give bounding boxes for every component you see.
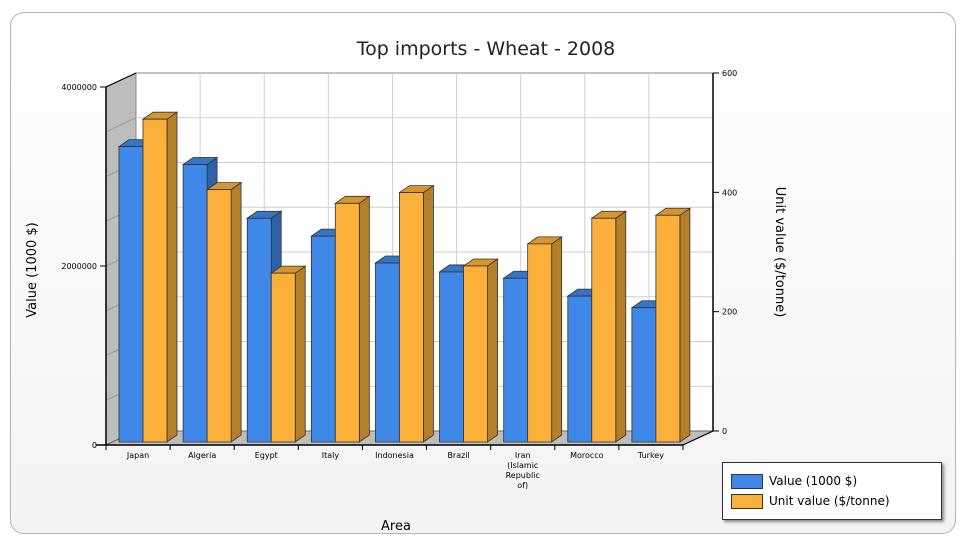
bar-front-face — [655, 214, 681, 443]
y-axis-title-right: Unit value ($/tonne) — [772, 187, 787, 318]
x-tick-label: Indonesia — [375, 451, 414, 460]
gridline-wall — [105, 117, 137, 133]
x-tick-label-line: Italy — [322, 451, 340, 460]
bar-front-face — [246, 217, 272, 443]
x-tick-label: Japan — [126, 451, 149, 460]
bar-side-face — [230, 181, 242, 443]
bar-front-face — [439, 271, 464, 443]
bar-side-face — [487, 258, 498, 443]
x-tick-label-line: Japan — [126, 451, 149, 460]
y-axis-left-top-edge — [105, 72, 137, 88]
x-tick-label: Egypt — [255, 451, 278, 460]
bar-side-face — [551, 236, 563, 443]
y-tick-label-left: 4000000 — [61, 83, 97, 92]
x-tick-label-line: Republic — [506, 471, 540, 480]
bar-front-face — [463, 265, 488, 443]
x-axis-right-edge — [682, 430, 714, 446]
axis-labels: 0 2000000 4000000 0 200 400 600 Japan Algeria Egy… — [61, 69, 737, 490]
bar-side-face — [166, 111, 178, 443]
bar-unit-value — [269, 265, 307, 443]
bar-front-face — [334, 202, 360, 443]
bar-side-face — [679, 207, 691, 443]
chart-title: Top imports - Wheat - 2008 — [356, 38, 616, 60]
legend-swatch-unit-value — [731, 493, 763, 509]
bar-front-face — [206, 189, 232, 443]
bar-unit-value — [462, 258, 499, 443]
y-tick-label-left: 2000000 — [61, 262, 97, 271]
y-tick-label-right: 600 — [722, 69, 737, 78]
x-tick-label-line: Morocco — [570, 451, 604, 460]
x-tick-label: Italy — [322, 451, 340, 460]
bar-front-face — [567, 295, 593, 443]
y-axis-title-left: Value (1000 $) — [25, 222, 40, 317]
bars — [117, 111, 692, 443]
x-tick-label-line: Turkey — [637, 451, 664, 460]
x-tick-label-line: Algeria — [188, 451, 216, 460]
bar-side-face — [358, 195, 370, 443]
bar-front-face — [142, 118, 168, 443]
y-tick-label-right: 0 — [722, 427, 727, 436]
x-tick-label-line: Iran — [515, 451, 531, 460]
bar-front-face — [503, 277, 529, 443]
bar-side-face — [615, 210, 627, 443]
bar-front-face — [270, 272, 296, 443]
bar-front-face — [310, 235, 336, 443]
x-tick-label: Algeria — [188, 451, 216, 460]
bar-front-face — [182, 164, 208, 443]
y-tick-label-right: 400 — [722, 188, 737, 197]
x-tick-label: Turkey — [637, 451, 664, 460]
bar-side-face — [423, 184, 434, 443]
x-tick-label-line: Indonesia — [375, 451, 414, 460]
legend: Value (1000 $) Unit value ($/tonne) — [722, 462, 942, 520]
bar-front-face — [527, 243, 553, 443]
legend-swatch-value — [731, 473, 763, 489]
bar-unit-value — [141, 111, 179, 443]
legend-item-value: Value (1000 $) — [731, 472, 857, 490]
x-tick-label: Brazil — [447, 451, 469, 460]
bar-unit-value — [334, 195, 371, 443]
legend-label-value: Value (1000 $) — [769, 474, 858, 488]
x-tick-label-line: (Islamic — [507, 461, 538, 470]
bar-front-face — [118, 146, 144, 443]
bar-front-face — [375, 262, 400, 443]
axes — [96, 72, 719, 450]
legend-item-unit-value: Unit value ($/tonne) — [731, 492, 890, 510]
y-tick-label-right: 200 — [722, 308, 737, 317]
bar-unit-value — [590, 210, 628, 443]
x-tick-label-line: of) — [517, 481, 528, 490]
x-tick-label: Morocco — [570, 451, 604, 460]
bar-unit-value — [526, 236, 563, 443]
bar-value — [438, 264, 475, 443]
bar-unit-value — [398, 184, 435, 443]
bar-unit-value — [654, 207, 692, 443]
bar-front-face — [399, 192, 424, 443]
bar-front-face — [591, 217, 617, 443]
x-axis-title: Area — [381, 519, 411, 534]
x-tick-label: Iran (Islamic Republic of) — [506, 451, 540, 490]
x-tick-label-line: Brazil — [447, 451, 469, 460]
x-tick-label-line: Egypt — [255, 451, 278, 460]
bar-side-face — [294, 265, 306, 443]
bar-front-face — [631, 307, 657, 443]
y-tick-label-left: 0 — [92, 441, 97, 450]
bar-unit-value — [205, 181, 243, 443]
legend-label-unit-value: Unit value ($/tonne) — [769, 494, 890, 508]
